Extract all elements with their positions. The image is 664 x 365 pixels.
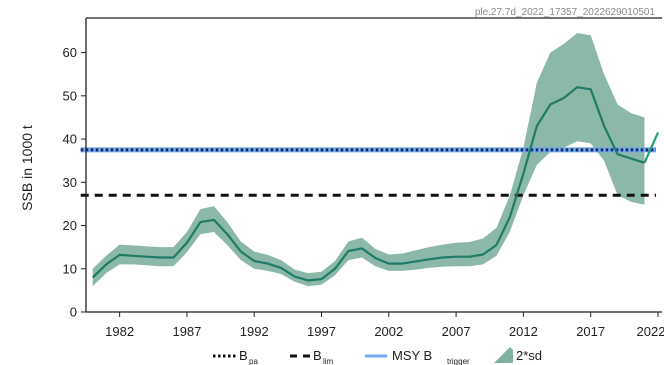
y-tick-label: 50 [63,88,77,103]
x-tick-label: 2017 [576,324,605,339]
x-tick-label: 2022 [637,324,664,339]
legend: B pa B lim MSY B trigger 2*sd [213,347,542,365]
legend-blim-label: B [313,348,322,363]
series-line-ssb [91,86,645,282]
x-tick-label: 1992 [240,324,269,339]
x-tick-label: 1987 [172,324,201,339]
confidence-band-2sd [92,33,645,287]
series-layer [91,86,660,282]
y-tick-label: 60 [63,45,77,60]
x-tick-label: 2007 [442,324,471,339]
y-axis-label: SSB in 1000 t [19,125,35,211]
y-tick-label: 30 [63,175,77,190]
legend-blim-subscript: lim [323,357,334,365]
x-tick-label: 2012 [509,324,538,339]
axes-layer: 1982 1987 1992 1997 2002 2007 2012 2017 2022 0 10 2… [63,17,664,339]
x-tick-label: 1982 [105,324,134,339]
legend-msy-label: MSY B [392,348,432,363]
x-tick-label: 1997 [307,324,336,339]
y-tick-label: 10 [63,261,77,276]
x-tick-label: 2002 [374,324,403,339]
series-line-ssb_recent [643,132,660,164]
watermark-text: ple.27.7d_2022_17357_2022629010501 [475,7,656,18]
y-tick-label: 0 [70,305,77,320]
confidence-band-layer [92,33,645,287]
y-tick-label: 20 [63,218,77,233]
reference-lines-layer [80,147,656,197]
legend-msy-subscript: trigger [447,357,470,365]
legend-band-swatch [494,347,513,363]
legend-bpa-subscript: pa [249,357,258,365]
y-tick-label: 40 [63,132,77,147]
legend-bpa-label: B [239,348,248,363]
legend-band-label: 2*sd [516,348,542,363]
